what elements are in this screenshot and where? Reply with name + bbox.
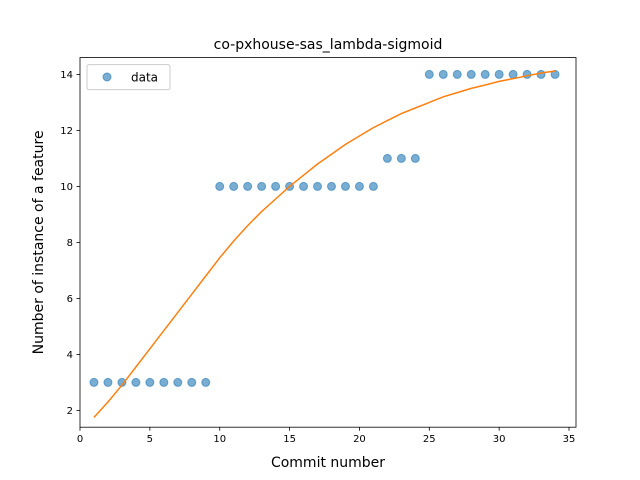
legend-marker-data — [102, 72, 112, 82]
y-tick-label: 10 — [60, 182, 73, 193]
y-tick-label: 6 — [67, 294, 73, 305]
data-point — [229, 181, 239, 191]
x-axis-ticks: 0 5 10 15 20 25 30 35 — [77, 427, 576, 445]
data-point — [159, 377, 169, 387]
data-point — [187, 377, 197, 387]
y-axis-ticks: 2 4 6 8 10 12 14 — [60, 70, 80, 417]
y-tick-label: 2 — [67, 406, 73, 417]
data-point — [257, 181, 267, 191]
data-point — [536, 69, 546, 79]
x-tick-label: 15 — [283, 434, 296, 445]
data-point — [340, 181, 350, 191]
x-tick-label: 0 — [77, 434, 83, 445]
data-point — [396, 153, 406, 163]
plot-background — [80, 57, 576, 428]
x-tick-label: 20 — [353, 434, 366, 445]
x-tick-label: 5 — [147, 434, 153, 445]
data-point — [313, 181, 323, 191]
y-axis-label: Number of instance of a feature — [31, 130, 47, 354]
sigmoid-fit-line — [93, 70, 556, 418]
x-tick-label: 35 — [563, 434, 576, 445]
data-point — [410, 153, 420, 163]
data-point — [271, 181, 281, 191]
data-point — [89, 377, 99, 387]
data-point — [466, 69, 476, 79]
x-axis-label: Commit number — [271, 455, 385, 471]
data-point — [326, 181, 336, 191]
data-point — [201, 377, 211, 387]
data-point — [145, 377, 155, 387]
data-point — [368, 181, 378, 191]
data-point — [215, 181, 225, 191]
data-point — [522, 69, 532, 79]
legend: data — [86, 64, 171, 91]
x-tick-label: 25 — [423, 434, 436, 445]
data-point — [243, 181, 253, 191]
data-point — [424, 69, 434, 79]
data-point — [452, 69, 462, 79]
data-point — [103, 377, 113, 387]
data-point — [173, 377, 183, 387]
legend-box — [86, 64, 171, 91]
data-point — [438, 69, 448, 79]
data-point — [508, 69, 518, 79]
y-tick-label: 8 — [67, 238, 73, 249]
data-point — [117, 377, 127, 387]
data-point — [550, 69, 560, 79]
x-tick-label: 30 — [493, 434, 506, 445]
y-tick-label: 4 — [67, 350, 73, 361]
data-point — [131, 377, 141, 387]
x-tick-label: 10 — [213, 434, 226, 445]
data-point — [299, 181, 309, 191]
data-point — [382, 153, 392, 163]
y-tick-label: 14 — [60, 70, 73, 81]
data-point — [480, 69, 490, 79]
y-tick-label: 12 — [60, 126, 73, 137]
data-point — [494, 69, 504, 79]
chart-title: co-pxhouse-sas_lambda-sigmoid — [214, 37, 443, 53]
legend-label-data: data — [131, 71, 158, 85]
series-layer — [89, 69, 560, 418]
data-point — [354, 181, 364, 191]
